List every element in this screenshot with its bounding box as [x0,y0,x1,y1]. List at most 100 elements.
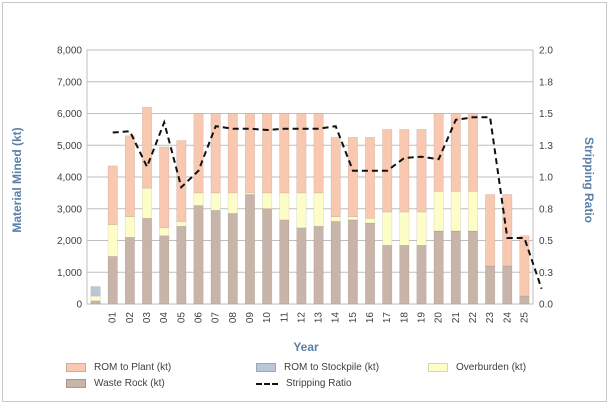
bar-segment [279,192,290,221]
bar-segment [416,129,427,213]
bar-segment [124,135,135,217]
bar-segment [399,211,410,246]
bar-segment [159,227,170,237]
bar-segment [296,192,307,229]
x-tick-label: 23 [485,312,496,324]
bar-segment [450,113,461,192]
bar-segment [210,113,221,194]
bar-segment [296,227,307,305]
y-tick-label: 6,000 [57,109,82,120]
legend-label-rom-stockpile: ROM to Stockpile (kt) [284,362,380,373]
legend-swatch-rom-plant [66,363,86,372]
bar-segment [313,225,324,305]
y2-tick-label: 0.5 [539,236,553,247]
x-tick-label: 25 [519,312,530,324]
x-tick-label: 08 [228,312,239,324]
bar-segment [279,219,290,305]
bar-segment [142,187,153,219]
y-tick-label: 0 [76,300,82,311]
y2-tick-label: 1.8 [539,77,553,88]
bar-segment [210,192,221,211]
bar-segment [227,213,238,305]
bar-segment [382,244,393,305]
legend-item-rom-stockpile: ROM to Stockpile (kt) [256,362,379,373]
bar-segment [433,190,444,232]
bar-segment [416,211,427,246]
bar-segment [159,235,170,305]
bar-segment [90,295,101,302]
y-axis-ticks: 0 1,000 2,000 3,000 4,000 5,000 6,000 7,000 8,00… [57,46,82,311]
x-tick-label: 19 [417,312,428,324]
bar-segment [502,265,513,305]
y-tick-label: 1,000 [57,268,82,279]
x-tick-label: 09 [245,312,256,324]
bar-segment [193,192,204,206]
legend-label-overburden: Overburden (kt) [456,362,527,373]
x-tick-label: 03 [142,312,153,324]
y-tick-label: 8,000 [57,46,82,57]
y-tick-label: 7,000 [57,77,82,88]
y-axis-title: Material Mined (kt) [10,127,24,232]
x-tick-label: 01 [108,312,119,324]
bar-segment [450,190,461,232]
bar-segment [467,113,478,192]
x-axis-ticks: 01 02 03 04 05 06 07 08 09 10 11 12 13 14 15 16 17 18 19 20… [108,312,531,324]
bar-segment [124,216,135,238]
y-tick-label: 5,000 [57,141,82,152]
x-tick-label: 14 [331,312,342,324]
bar-segment [193,205,204,305]
bar-segment [330,137,341,217]
bar-segment [399,129,410,213]
y2-tick-label: 0.8 [539,204,553,215]
bar-segment [313,192,324,227]
legend-item-waste-rock: Waste Rock (kt) [66,378,165,389]
x-tick-label: 05 [176,312,187,324]
bar-segment [313,113,324,194]
legend-item-rom-plant: ROM to Plant (kt) [66,362,171,373]
bar-segment [502,194,513,267]
x-tick-label: 06 [194,312,205,324]
bar-segment [467,230,478,305]
x-tick-label: 22 [468,312,479,324]
bar-segment [142,106,153,189]
bar-segment [399,244,410,305]
bar-segment [519,235,530,297]
y2-tick-label: 1.3 [539,141,553,152]
x-tick-label: 17 [382,312,393,324]
bar-segment [279,113,290,194]
x-tick-label: 18 [399,312,410,324]
x-axis-title: Year [293,340,319,354]
x-tick-label: 10 [262,312,273,324]
x-tick-label: 04 [159,312,170,324]
x-tick-label: 13 [314,312,325,324]
y2-tick-label: 2.0 [539,46,553,57]
x-tick-label: 21 [451,312,462,324]
bar-segment [244,194,255,305]
bar-segment [485,265,496,305]
stripping-ratio-polyline [112,116,543,290]
legend-label-rom-plant: ROM to Plant (kt) [94,362,172,373]
bar-segment [90,300,101,305]
x-tick-label: 24 [502,312,513,324]
bar-segment [176,140,187,222]
y2-axis-title: Stripping Ratio [582,137,596,223]
y-tick-label: 2,000 [57,236,82,247]
bar-segment [467,190,478,232]
bar-segment [124,237,135,305]
bar-segment [347,216,358,221]
x-tick-label: 12 [296,312,307,324]
bar-segment [262,208,273,305]
bar-segment [244,113,255,194]
x-tick-label: 16 [365,312,376,324]
y-tick-label: 3,000 [57,204,82,215]
bar-segment [176,221,187,227]
legend-item-stripping-ratio: Stripping Ratio [256,378,352,389]
x-tick-label: 20 [434,312,445,324]
bar-segment [90,286,101,297]
legend-swatch-overburden [428,363,448,372]
bar-segment [347,219,358,305]
y2-tick-label: 1.5 [539,109,553,120]
legend-swatch-stripping-ratio [256,382,278,385]
legend-label-waste-rock: Waste Rock (kt) [94,378,165,389]
x-tick-label: 15 [348,312,359,324]
